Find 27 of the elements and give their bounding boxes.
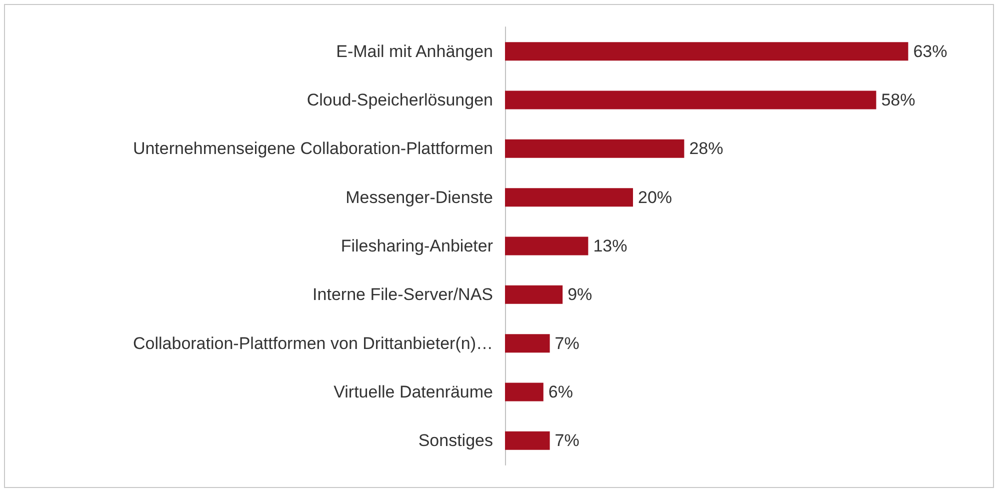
data-label: 7% [554,334,580,353]
data-label: 13% [593,236,628,256]
y-tick-label: Cloud-Speicherlösungen [306,90,493,110]
y-tick-label: Messenger-Dienste [346,188,493,207]
y-tick-label: Collaboration-Plattformen von Drittanbieter(n)… [133,334,493,353]
data-label: 28% [689,139,724,158]
y-tick-label: Sonstiges [418,431,493,450]
bar [505,431,550,450]
y-tick-label: Virtuelle Datenräume [334,382,493,402]
data-label: 7% [554,431,580,450]
data-label: 58% [881,90,916,110]
data-label: 6% [548,382,573,402]
y-tick-label: Unternehmenseigene Collaboration-Plattformen [132,139,493,158]
y-tick-label: Filesharing-Anbieter [340,236,494,256]
y-tick-label: Interne File-Server/NAS [312,285,493,304]
bar [505,236,588,256]
bar [505,334,550,353]
bar [505,90,876,110]
data-label: 9% [568,285,592,304]
bar [505,42,908,61]
y-tick-label: E-Mail mit Anhängen [336,42,493,61]
bar [505,139,684,158]
data-label: 20% [638,188,672,207]
bar [505,382,544,402]
data-label: 63% [913,42,948,61]
bar [505,188,633,207]
bar [505,285,563,304]
